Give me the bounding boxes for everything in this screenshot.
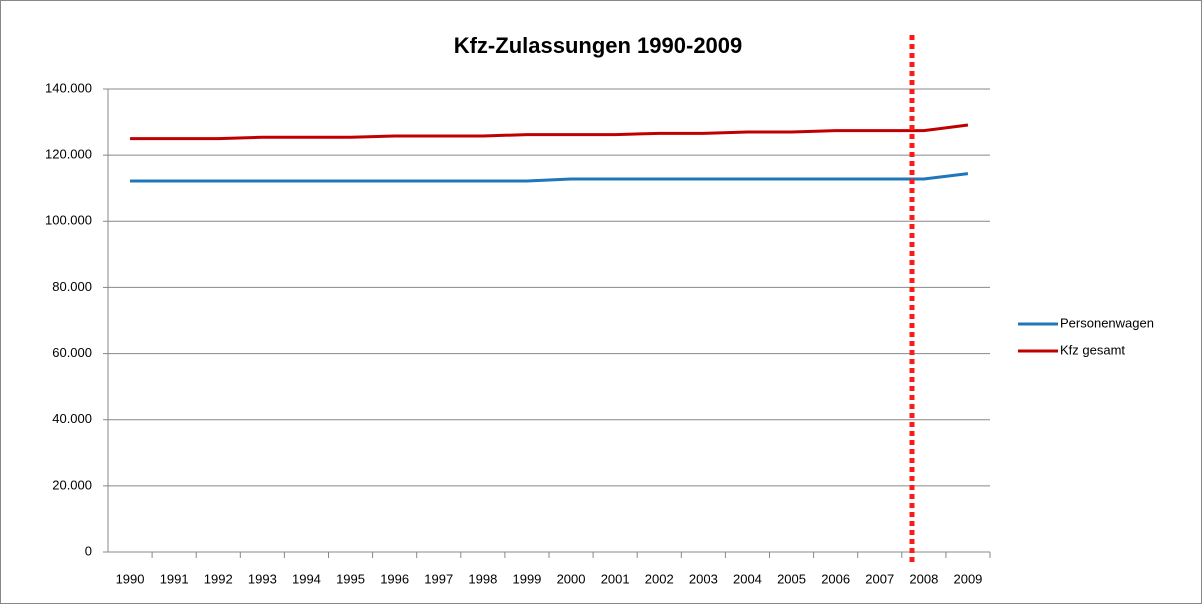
x-tick-label: 2002	[645, 571, 674, 586]
y-tick-label: 20.000	[52, 477, 92, 492]
x-tick-label: 2009	[953, 571, 982, 586]
y-tick-label: 140.000	[45, 80, 92, 95]
legend-label: Personenwagen	[1060, 315, 1154, 330]
x-tick-label: 1995	[336, 571, 365, 586]
x-tick-label: 2005	[777, 571, 806, 586]
x-tick-label: 1991	[160, 571, 189, 586]
x-tick-label: 1994	[292, 571, 321, 586]
y-tick-label: 0	[85, 543, 92, 558]
y-tick-label: 120.000	[45, 147, 92, 162]
x-tick-label: 2004	[733, 571, 762, 586]
x-tick-label: 1999	[512, 571, 541, 586]
x-tick-label: 1996	[380, 571, 409, 586]
series-line	[130, 172, 969, 183]
y-tick-label: 60.000	[52, 345, 92, 360]
y-tick-label: 100.000	[45, 213, 92, 228]
x-tick-label: 2007	[865, 571, 894, 586]
x-tick-label: 2001	[601, 571, 630, 586]
x-tick-label: 2008	[909, 571, 938, 586]
x-tick-label: 2003	[689, 571, 718, 586]
chart-title: Kfz-Zulassungen 1990-2009	[454, 33, 743, 58]
series-line	[130, 123, 969, 141]
y-tick-label: 40.000	[52, 411, 92, 426]
legend-label: Kfz gesamt	[1060, 342, 1125, 357]
x-tick-label: 1992	[204, 571, 233, 586]
x-tick-label: 1998	[468, 571, 497, 586]
x-tick-label: 2000	[557, 571, 586, 586]
x-tick-label: 1997	[424, 571, 453, 586]
y-tick-label: 80.000	[52, 279, 92, 294]
x-tick-label: 1993	[248, 571, 277, 586]
x-tick-label: 1990	[116, 571, 145, 586]
x-tick-label: 2006	[821, 571, 850, 586]
